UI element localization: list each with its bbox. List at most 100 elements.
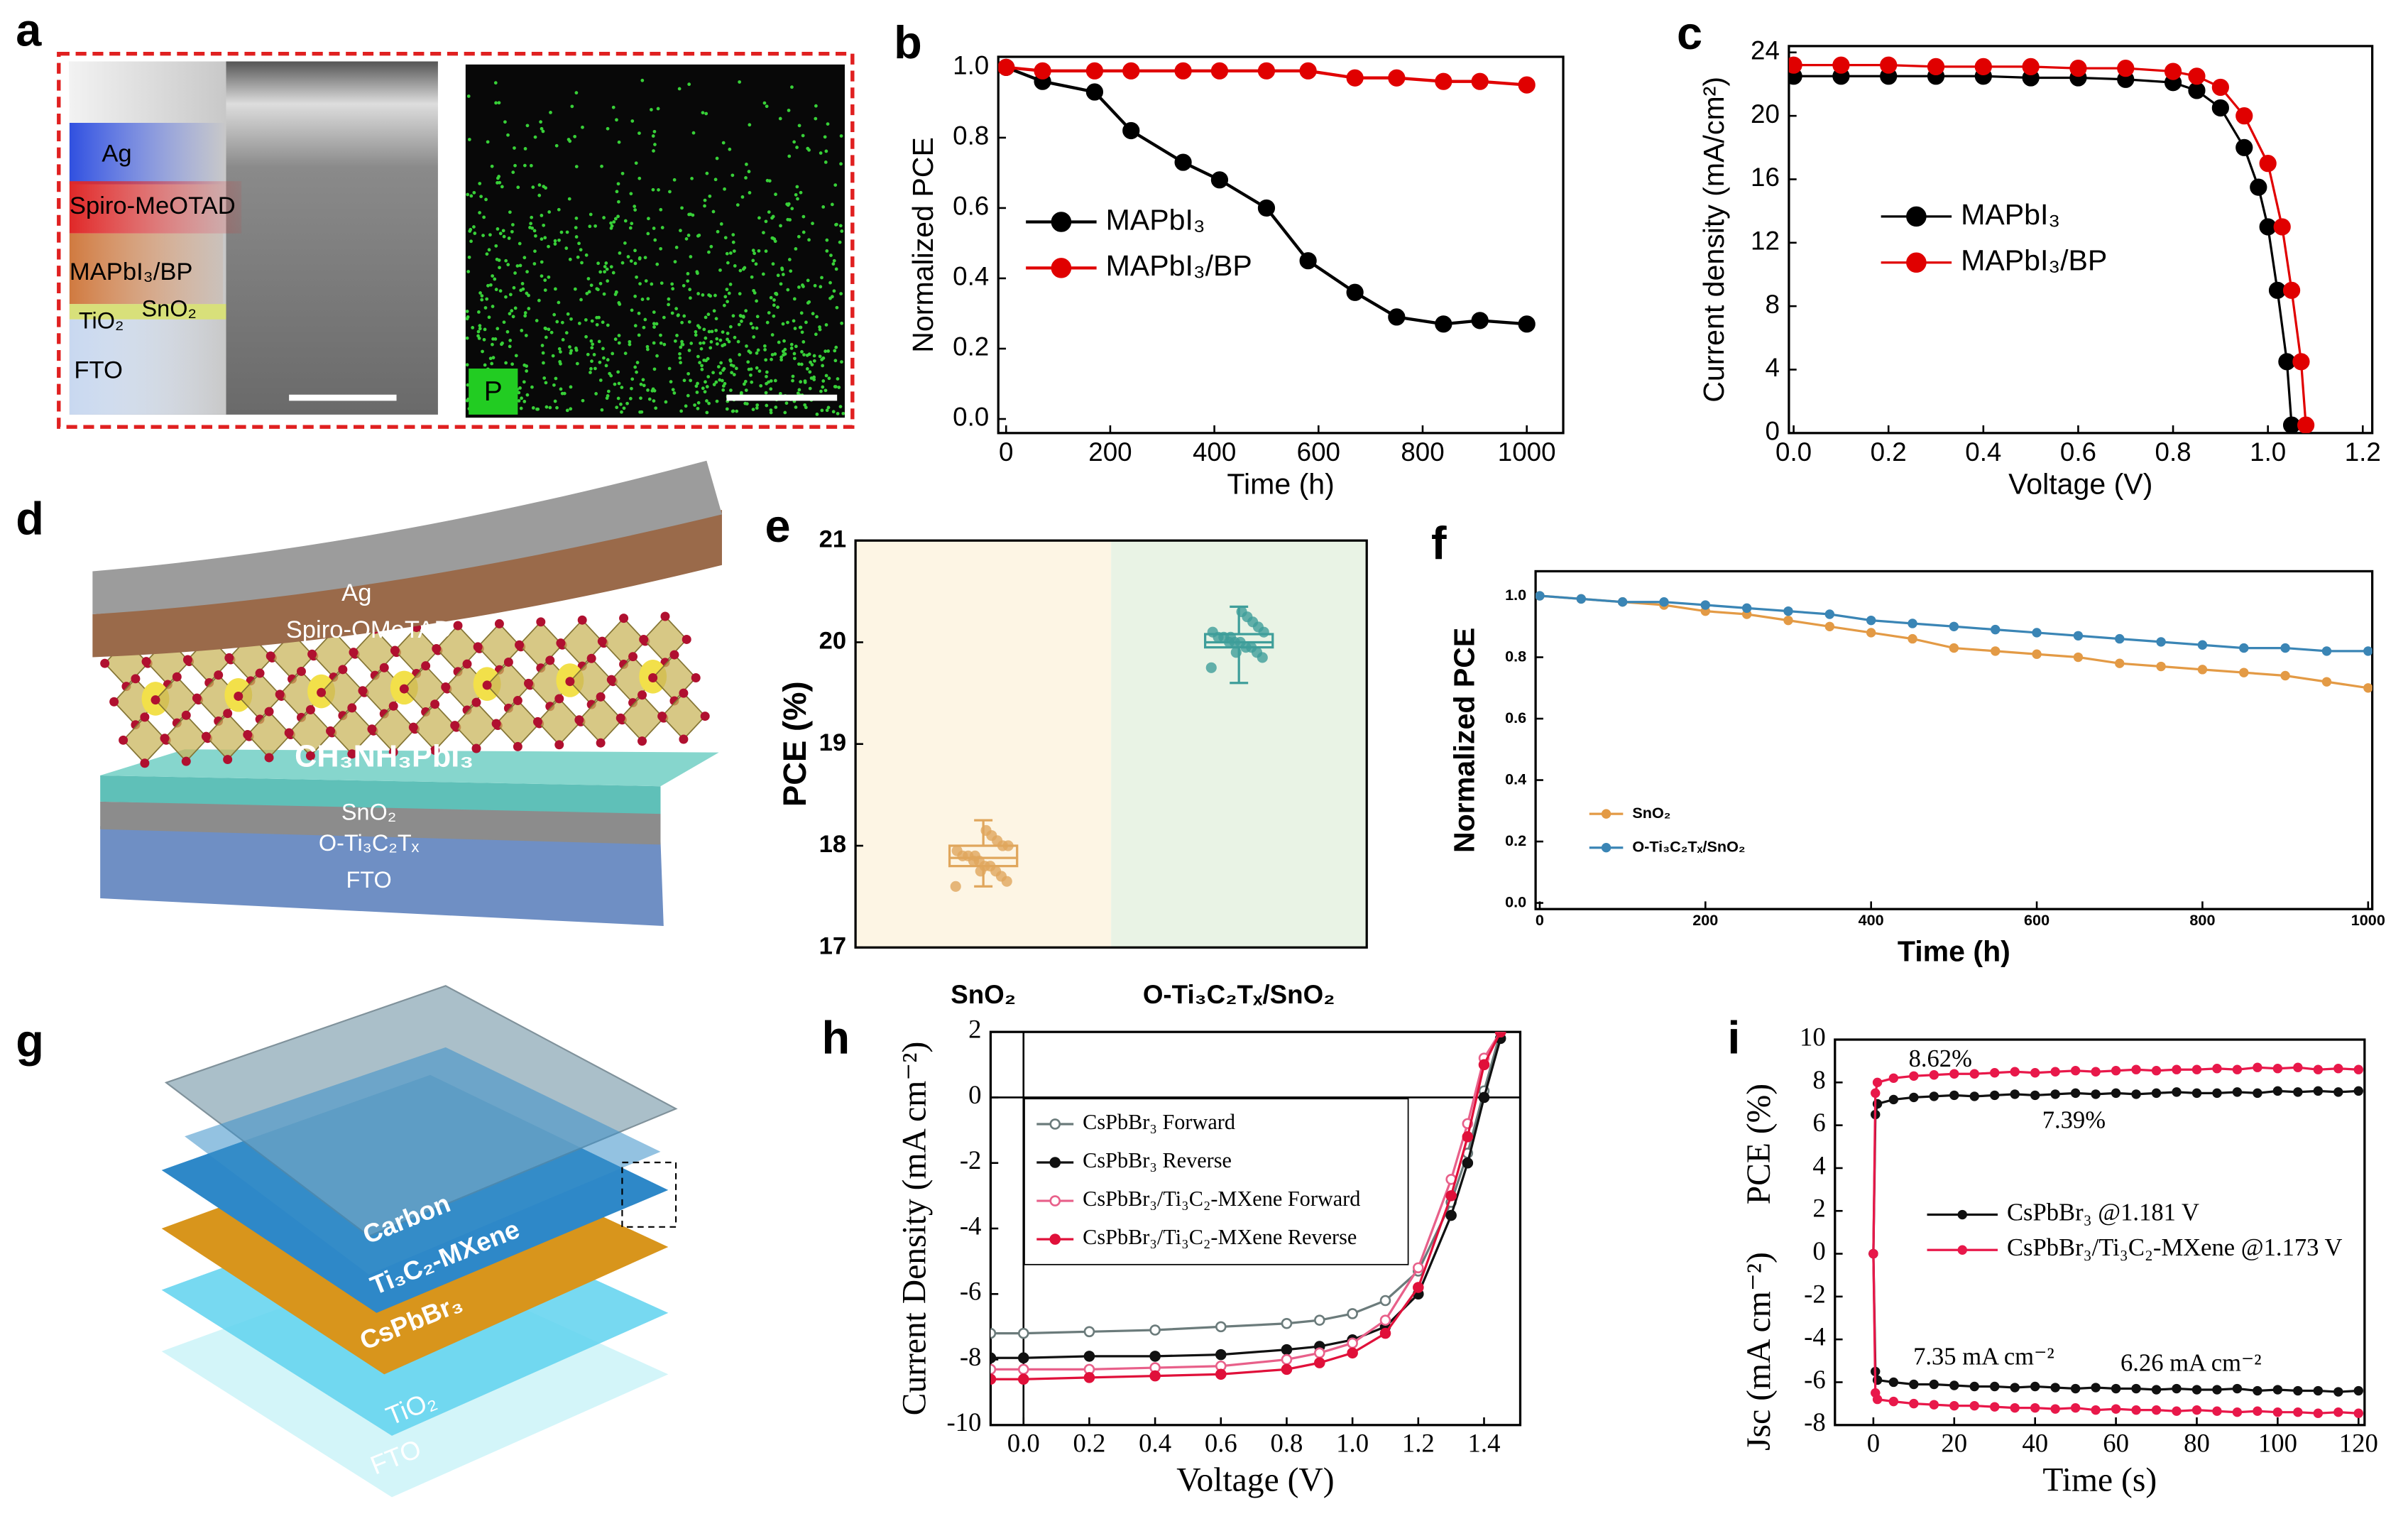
eds-dot [469,239,473,244]
eds-dot [541,129,545,134]
eds-dot [547,210,552,214]
x-tick-label: 400 [1193,437,1236,467]
iodide [192,693,202,703]
iodide [349,648,359,658]
eds-dot [710,329,714,334]
eds-dot [640,298,645,301]
iodide [243,730,253,740]
chart: 0 20 40 60 80 100 120 -8 -6 -4 -2 0 2 4 6 8 10 Time (s) PC… [1741,1022,2378,1498]
eds-dot [781,273,785,276]
eds-dot [491,305,495,308]
eds-dot [500,185,504,189]
eds-dot [774,192,777,197]
eds-dot [559,387,563,391]
data-point [1909,1092,1919,1103]
eds-dot [726,332,730,335]
iodide [388,747,398,757]
iodide [471,697,481,707]
data-point [1990,1402,2000,1412]
iodide [491,719,501,729]
layer-label: FTO [74,356,123,383]
eds-dot [707,293,711,297]
octahedron [620,694,664,742]
eds-dot [734,366,738,371]
eds-dot [617,381,621,386]
eds-dot [712,383,716,386]
octahedron [601,617,647,665]
eds-dot [465,310,469,313]
eds-dot [716,229,720,234]
eds-dot [731,233,735,236]
eds-dot [805,353,809,357]
point [1236,606,1247,618]
data-point [2191,1088,2202,1099]
eds-dot [728,283,733,286]
data-point [2131,1405,2141,1415]
data-line [990,1037,1502,1359]
eds-dot [823,160,828,164]
eds-dot [465,363,469,367]
layer-mxene [100,801,661,845]
y-axis-label: Normalized PCE [907,137,939,353]
eds-dot [528,226,532,229]
legend-label: O-Ti₃C₂Tₓ/SnO₂ [1632,837,1745,855]
eds-dot [525,124,530,128]
eds-dot [743,266,747,270]
eds-dot [494,101,498,105]
data-point [1909,1379,1919,1390]
data-point [1927,58,1945,76]
eds-dot [525,393,530,397]
eds-dot [549,330,554,334]
data-point [1388,308,1406,326]
data-point [2073,631,2084,641]
data-point [1518,315,1536,333]
data-point [2156,637,2166,647]
data-point [2212,1385,2222,1395]
panel-letter: h [822,1011,850,1063]
eds-dot [569,317,573,321]
iodide [172,672,182,682]
eds-dot [659,333,662,337]
point [1207,626,1218,638]
legend-marker [1601,842,1611,853]
eds-dot [651,134,655,138]
eds-dot [800,350,804,354]
annotation: 7.35 mA cm⁻² [1913,1344,2054,1371]
layer-ag [92,460,722,614]
data-point [2111,1066,2121,1076]
eds-dot [629,192,633,196]
data-point [1379,1295,1391,1307]
eds-dot [784,401,789,405]
eds-dot [732,373,736,376]
eds-dot [741,315,745,318]
eds-dot [625,401,629,405]
eds-dot [595,322,599,327]
iodide [628,652,638,662]
eds-dot [782,339,786,343]
eds-dot [744,176,748,180]
eds-dot [721,388,726,392]
legend-marker [1051,258,1072,278]
eds-dot [498,180,502,185]
data-point [2211,99,2229,117]
data-point [2363,683,2373,693]
panel-letter: f [1431,517,1447,569]
eds-dot [496,327,500,331]
eds-dot [821,205,826,209]
eds-dot [696,401,701,405]
y-axis-label: Normalized PCE [1448,628,1481,853]
eds-dot [762,231,765,234]
eds-dot [792,297,797,301]
eds-dot [747,170,751,173]
zoom-box [621,1161,677,1228]
eds-dot [660,281,664,285]
data-point [1149,1324,1161,1336]
eds-dot [478,324,482,328]
eds-dot [694,384,699,388]
eds-dot [554,376,558,381]
eds-dot [748,351,752,354]
eds-dot [537,298,541,303]
eds-dot [485,297,489,301]
layer-label: SnO₂ [142,295,197,321]
eds-dot [737,322,741,327]
